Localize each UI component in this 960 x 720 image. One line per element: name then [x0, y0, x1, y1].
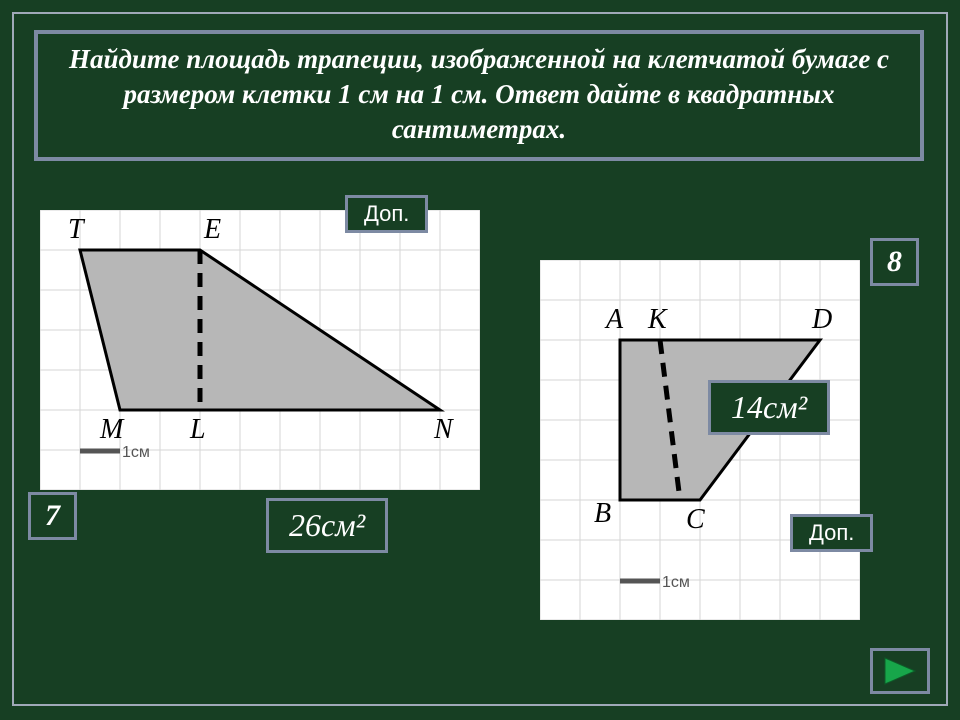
play-icon: [882, 656, 918, 686]
right-scale-text: 1см: [662, 574, 690, 592]
problem-number-8: 8: [870, 238, 919, 286]
right-grid: A K D B C 1см: [540, 260, 860, 620]
label-D: D: [812, 304, 832, 336]
label-N: N: [434, 414, 453, 446]
answer-left: 26см²: [266, 498, 388, 553]
left-grid-svg: [40, 210, 480, 490]
left-grid: T E M L N 1см: [40, 210, 480, 490]
dop-button-right[interactable]: Доп.: [790, 514, 873, 552]
label-C: C: [686, 504, 705, 536]
label-B: B: [594, 498, 611, 530]
label-L: L: [190, 414, 206, 446]
label-E: E: [204, 214, 221, 246]
answer-right: 14см²: [708, 380, 830, 435]
left-scale-text: 1см: [122, 444, 150, 462]
task-title: Найдите площадь трапеции, изображенной н…: [34, 30, 924, 161]
label-M: M: [100, 414, 123, 446]
problem-number-7: 7: [28, 492, 77, 540]
next-button[interactable]: [870, 648, 930, 694]
label-K: K: [648, 304, 667, 336]
label-T: T: [68, 214, 84, 246]
dop-button-left[interactable]: Доп.: [345, 195, 428, 233]
label-A: A: [606, 304, 623, 336]
